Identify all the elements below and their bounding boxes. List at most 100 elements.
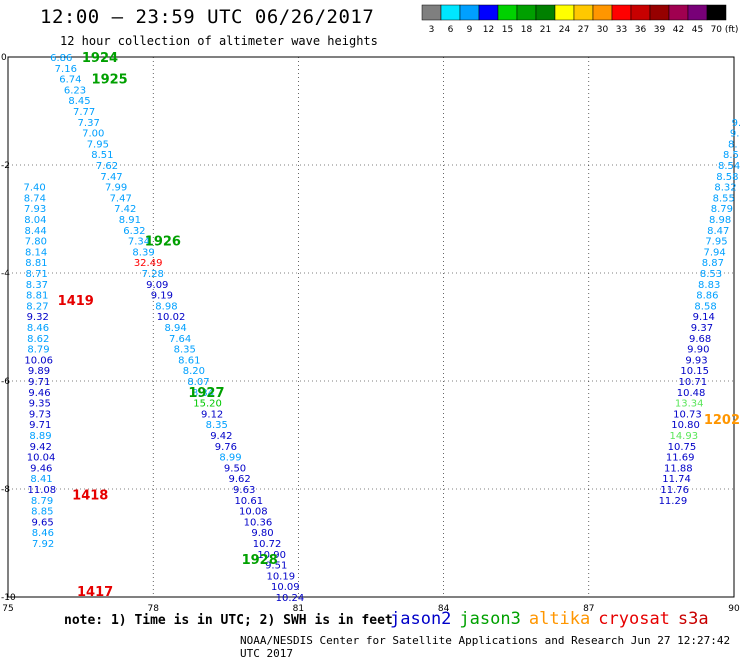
colorbar-label: 30	[597, 25, 609, 35]
wave-height-value: 8.20	[183, 366, 205, 377]
x-tick-label: 84	[438, 604, 450, 614]
colorbar-label: 18	[521, 25, 533, 35]
wave-height-value: 9.14	[693, 312, 715, 323]
wave-height-value: 9.	[730, 129, 740, 140]
wave-height-value: 6.86	[50, 53, 72, 64]
colorbar-swatch	[630, 4, 651, 21]
colorbar-swatch	[554, 4, 575, 21]
colorbar-swatch	[573, 4, 594, 21]
legend-jason2: jason2	[390, 609, 452, 629]
colorbar-label: 6	[448, 25, 454, 35]
wave-height-value: 8.99	[219, 453, 241, 464]
footer-credit: NOAA/NESDIS Center for Satellite Applica…	[240, 634, 731, 660]
colorbar-label: 36	[635, 25, 647, 35]
x-tick-label: 81	[293, 604, 304, 614]
legend-cryosat: cryosat	[598, 609, 670, 629]
colorbar-label: 24	[559, 25, 571, 35]
wave-height-value: 8.27	[26, 301, 48, 312]
wave-height-value: 15.20	[193, 399, 222, 410]
x-tick-label: 75	[2, 604, 13, 614]
wave-height-value: 9.46	[30, 463, 52, 474]
footer-note: note: 1) Time is in UTC; 2) SWH is in fe…	[64, 613, 393, 628]
y-tick-label: -4	[1, 269, 10, 279]
wave-height-value: 8.87	[702, 258, 724, 269]
map-title: 12:00 – 23:59 UTC 06/26/2017	[40, 6, 375, 28]
wave-height-value: 8.58	[694, 301, 716, 312]
wave-height-value: 8.85	[31, 507, 53, 518]
wave-height-value: 11.69	[666, 453, 695, 464]
wave-height-value: 9.76	[215, 442, 237, 453]
wave-height-value: 9.51	[265, 561, 287, 572]
wave-height-value: 8.46	[32, 528, 54, 539]
wave-height-value: 8.79	[31, 496, 53, 507]
colorbar-label: 33	[616, 25, 627, 35]
wave-height-value: 8.58	[716, 172, 738, 183]
pass-label: 1927	[188, 386, 224, 401]
colorbar-swatch	[611, 4, 632, 21]
satellite-legend: jason2 jason3 altika cryosat s3a	[390, 609, 717, 629]
wave-height-value: 8.32	[714, 183, 736, 194]
pass-label: 1925	[92, 73, 128, 88]
wave-height-value: 9.35	[29, 399, 51, 410]
pass-label: 1202	[704, 413, 740, 428]
wave-height-value: 14.93	[669, 431, 698, 442]
colorbar-swatch	[459, 4, 480, 21]
colorbar-label: 3	[429, 25, 435, 35]
wave-height-value: 10.15	[680, 366, 709, 377]
y-tick-label: -10	[1, 593, 16, 603]
colorbar-label: 70 (ft)	[711, 25, 739, 35]
wave-height-value: 7.16	[55, 64, 77, 75]
wave-height-value: 9.32	[27, 312, 49, 323]
colorbar-swatch	[440, 4, 461, 21]
y-tick-label: -8	[1, 485, 10, 495]
wave-height-value: 9.12	[201, 409, 223, 420]
wave-height-value: 8.61	[178, 355, 200, 366]
wave-height-value: 7.42	[114, 204, 136, 215]
wave-height-value: 7.99	[105, 183, 127, 194]
wave-height-value: 7.80	[25, 237, 47, 248]
wave-height-value: 9.42	[210, 431, 232, 442]
colorbar-swatch	[668, 4, 689, 21]
wave-height-value: 10.72	[253, 539, 282, 550]
wave-height-value: 8.81	[25, 258, 47, 269]
wave-height-value: 9.93	[685, 355, 707, 366]
wave-height-value: 8.35	[206, 420, 228, 431]
wave-height-value: 7.62	[96, 161, 118, 172]
wave-height-value: 8.86	[696, 291, 718, 302]
wave-height-value: 8.79	[27, 345, 49, 356]
colorbar-swatch	[687, 4, 708, 21]
wave-height-value: 10.61	[234, 496, 263, 507]
wave-height-value: 9.68	[689, 334, 711, 345]
legend-jason3: jason3	[459, 609, 521, 629]
colorbar-swatch	[649, 4, 670, 21]
wave-height-value: 9.89	[28, 366, 50, 377]
wave-height-value: 9.37	[691, 323, 713, 334]
wave-height-value: 7.34	[128, 237, 150, 248]
wave-height-value: 8.83	[698, 280, 720, 291]
wave-height-value: 7.93	[24, 204, 46, 215]
wave-height-value: 11.88	[664, 463, 693, 474]
wave-height-value: 6.32	[123, 226, 145, 237]
wave-height-value: 7.37	[78, 118, 100, 129]
pass-label: 1924	[82, 51, 118, 66]
wave-height-value: 9.65	[31, 517, 53, 528]
wave-height-value: 9.62	[228, 474, 250, 485]
wave-height-value: 7.00	[82, 129, 104, 140]
wave-height-value: 8.51	[91, 150, 113, 161]
y-tick-label: -6	[1, 377, 10, 387]
pass-label: 1418	[72, 488, 108, 503]
wave-height-value: 10.08	[239, 507, 268, 518]
wave-height-value: 7.47	[100, 172, 122, 183]
wave-height-value: 8.04	[24, 215, 46, 226]
wave-height-value: 8.34	[192, 388, 214, 399]
wave-height-value: 9.50	[224, 463, 246, 474]
wave-height-value: 9.42	[30, 442, 52, 453]
wave-height-value: 8.74	[24, 193, 46, 204]
wave-height-value: 6.23	[64, 85, 86, 96]
wave-height-value: 9.63	[233, 485, 255, 496]
wave-height-value: 8.53	[700, 269, 722, 280]
wave-height-value: 8.14	[25, 247, 47, 258]
wave-height-value: 11.08	[27, 485, 56, 496]
wave-height-value: 8.71	[26, 269, 48, 280]
wave-height-value: 10.24	[276, 593, 305, 604]
